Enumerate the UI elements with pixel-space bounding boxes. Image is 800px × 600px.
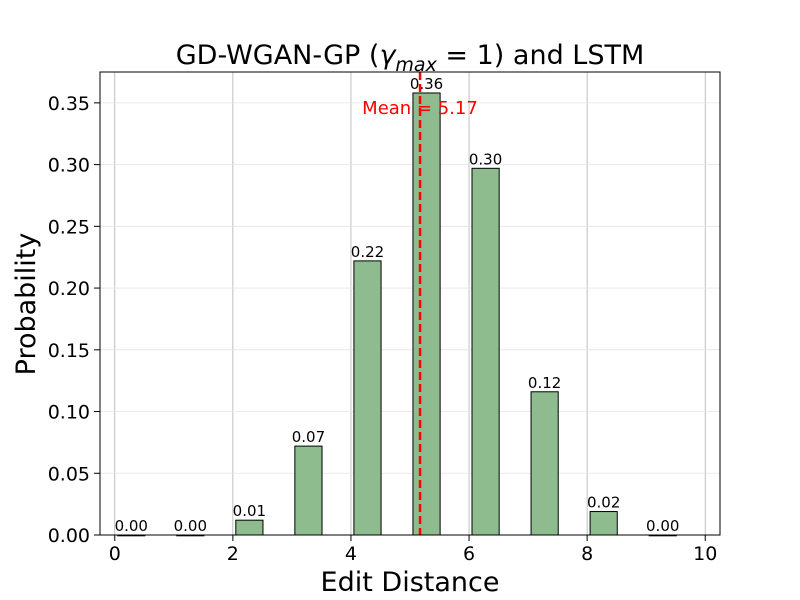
bars [117,92,677,537]
bar-value-label: 0.01 [233,502,266,520]
y-tick-label: 0.15 [48,340,90,362]
x-axis-label: Edit Distance [321,567,500,598]
bar [589,511,618,536]
plot-frame [99,71,721,536]
y-tick-label: 0.25 [48,216,90,238]
bar [353,260,382,536]
chart-title: GD-WGAN-GP (γmax = 1) and LSTM [176,40,645,76]
y-axis-label: Probability [11,233,42,376]
bar-value-label: 0.00 [646,517,679,535]
bar [471,167,500,536]
y-tick-label: 0.00 [48,525,90,547]
bar [235,519,264,536]
y-tick-label: 0.20 [48,278,90,300]
x-axis-ticks: 0 2 4 6 8 10 [109,535,717,565]
bar-value-label: 0.00 [174,517,207,535]
y-tick-label: 0.05 [48,463,90,485]
data-labels: 0.00 0.00 0.01 0.07 0.22 0.36 0.30 0.12 0.02 0.00 [115,75,680,535]
mean-marker: Mean = 5.17 [362,72,478,535]
bar-value-label: 0.12 [528,374,561,392]
x-tick-label: 0 [109,543,121,565]
bar-value-label: 0.36 [410,75,443,93]
bar-value-label: 0.07 [292,428,325,446]
bar-value-label: 0.22 [351,243,384,261]
x-tick-label: 10 [693,543,717,565]
bar [294,445,323,536]
x-tick-label: 4 [345,543,357,565]
grid [100,72,720,536]
y-axis-ticks: 0.00 0.05 0.10 0.15 0.20 0.25 0.30 0.35 [48,93,100,547]
x-tick-label: 2 [227,543,239,565]
x-tick-label: 8 [581,543,593,565]
bar [412,92,441,536]
mean-label: Mean = 5.17 [362,98,478,119]
bar-value-label: 0.00 [115,517,148,535]
x-tick-label: 6 [463,543,475,565]
y-tick-label: 0.10 [48,402,90,424]
bar [530,391,559,536]
bar-value-label: 0.30 [469,150,502,168]
y-tick-label: 0.30 [48,155,90,177]
y-tick-label: 0.35 [48,93,90,115]
bar-value-label: 0.02 [587,494,620,512]
